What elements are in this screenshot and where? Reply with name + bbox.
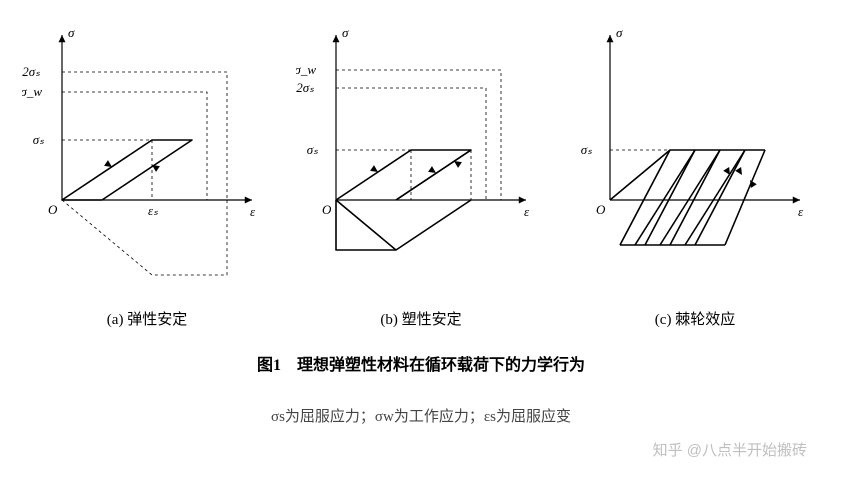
svg-text:σ_w: σ_w [296, 62, 316, 77]
panel-b: σ ε Oσₛ 2σₛ σ_w (b) 塑性安定 [296, 20, 546, 329]
svg-text:σₛ: σₛ [307, 142, 318, 157]
svg-text:2σₛ: 2σₛ [22, 64, 40, 79]
svg-text:ε: ε [798, 204, 804, 219]
svg-text:σₛ: σₛ [33, 132, 44, 147]
panel-a: σ ε Oσₛ σ_w 2σₛ εₛ (a) 弹性安定 [22, 20, 272, 329]
svg-text:2σₛ: 2σₛ [296, 80, 314, 95]
footnote: σs为屈服应力；σw为工作应力；εs为屈服应变 [0, 405, 842, 426]
svg-text:σₛ: σₛ [581, 142, 592, 157]
svg-text:ε: ε [250, 204, 256, 219]
diagram-c: σ ε Oσₛ [570, 20, 820, 300]
svg-text:σ_w: σ_w [22, 84, 42, 99]
diagram-b: σ ε Oσₛ 2σₛ σ_w [296, 20, 546, 300]
svg-text:σ: σ [68, 25, 75, 40]
panels-row: σ ε Oσₛ σ_w 2σₛ εₛ (a) 弹性安定 σ ε Oσₛ 2σₛ σ_w (b) 塑性安定… [0, 0, 842, 329]
sub-caption-b: (b) 塑性安定 [380, 308, 461, 329]
sub-caption-c: (c) 棘轮效应 [655, 308, 735, 329]
panel-c: σ ε Oσₛ (c) 棘轮效应 [570, 20, 820, 329]
watermark: 知乎 @八点半开始搬砖 [653, 439, 807, 460]
svg-text:O: O [322, 202, 332, 217]
svg-text:O: O [596, 202, 606, 217]
svg-text:O: O [48, 202, 58, 217]
main-caption: 图1 理想弹塑性材料在循环载荷下的力学行为 [0, 351, 842, 375]
diagram-a: σ ε Oσₛ σ_w 2σₛ εₛ [22, 20, 272, 300]
sub-caption-a: (a) 弹性安定 [107, 308, 187, 329]
svg-text:σ: σ [616, 25, 623, 40]
svg-text:ε: ε [524, 204, 530, 219]
svg-text:σ: σ [342, 25, 349, 40]
svg-text:εₛ: εₛ [148, 203, 158, 218]
